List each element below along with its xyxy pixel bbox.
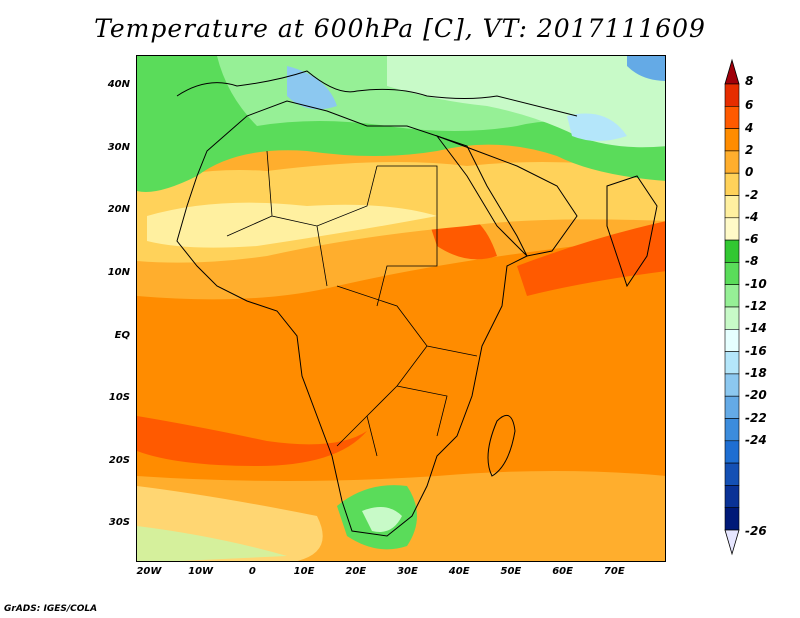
colorbar-swatch — [724, 373, 740, 397]
lon-tick-label: 10E — [293, 566, 315, 577]
warm-band-field — [137, 236, 665, 481]
colorbar-tick-label: -26 — [745, 524, 767, 538]
lon-tick-label: 20E — [345, 566, 367, 577]
credit-text: GrADS: IGES/COLA — [4, 604, 98, 614]
pale-zone-west-sahara — [147, 202, 437, 248]
colorbar-swatch — [724, 128, 740, 152]
colorbar-swatch — [724, 262, 740, 285]
lat-tick-label: 30N — [107, 141, 130, 153]
hot-patch-arabian-sea — [517, 221, 665, 296]
lat-tick-label: EQ — [114, 329, 130, 341]
colorbar-tick-label: 0 — [745, 165, 754, 180]
colorbar-swatch — [724, 217, 740, 241]
colorbar-bottom-arrow — [724, 529, 740, 556]
colorbar-swatch — [724, 418, 740, 442]
temperature-map — [136, 55, 666, 562]
colorbar-swatch — [724, 239, 740, 263]
colorbar-tick-label: -20 — [745, 388, 767, 403]
lat-tick-label: 30S — [108, 517, 130, 529]
lon-tick-label: 10W — [188, 566, 214, 577]
colorbar-tick-label: 8 — [745, 74, 754, 88]
colorbar-swatch — [724, 507, 740, 531]
pale-zone-south-atlantic — [137, 486, 323, 561]
colorbar-swatch — [724, 485, 740, 508]
cold-patch-south-africa — [362, 507, 402, 532]
lat-tick-label: 40N — [107, 79, 130, 91]
lat-tick-label: 20S — [108, 454, 130, 466]
colorbar-tick-label: 4 — [745, 120, 754, 135]
colorbar-tick-label: -8 — [745, 254, 759, 269]
cold-patch-iran — [567, 113, 627, 141]
colorbar-tick-label: -6 — [745, 232, 759, 247]
colorbar-tick-label: -14 — [745, 321, 767, 336]
europe-coastline — [176, 70, 578, 117]
hot-patch-south-atlantic — [137, 416, 367, 466]
cold-patch-caspian — [627, 56, 665, 81]
colorbar-tick-label: -10 — [745, 276, 767, 291]
lon-tick-label: 30E — [397, 566, 418, 577]
lon-tick-label: 40E — [448, 566, 470, 577]
colorbar-swatch — [724, 328, 740, 352]
colorbar-swatch — [724, 306, 740, 330]
country-borders — [226, 150, 478, 457]
colorbar-tick-label: -2 — [745, 187, 759, 202]
colorbar-swatch — [724, 440, 740, 464]
colorbar-swatch — [724, 284, 740, 308]
colorbar-swatch — [724, 351, 740, 375]
lon-tick-label: 60E — [552, 566, 573, 577]
colorbar-swatch — [724, 195, 740, 219]
colorbar-tick-label: -18 — [745, 365, 767, 380]
chart-title: Temperature at 600hPa [C], VT: 201711160… — [94, 14, 706, 43]
colorbar-top-arrow — [724, 58, 740, 85]
lon-tick-label: 70E — [603, 566, 625, 577]
colorbar-tick-label: 6 — [745, 98, 754, 113]
colorbar-swatch — [724, 462, 740, 486]
lon-tick-label: 0 — [248, 566, 256, 577]
map-canvas — [137, 56, 665, 561]
arabia-coastline — [435, 134, 578, 257]
colorbar-tick-label: -12 — [745, 299, 767, 313]
lat-tick-label: 10S — [108, 392, 130, 404]
colorbar-swatch — [724, 106, 740, 129]
lon-tick-label: 50E — [500, 566, 522, 577]
colorbar-tick-label: 2 — [745, 142, 754, 157]
colorbar-swatch — [724, 172, 740, 196]
india-coastline — [606, 175, 658, 288]
colorbar-swatch — [724, 83, 740, 107]
colorbar-tick-label: -24 — [745, 432, 767, 447]
colorbar-swatch — [724, 150, 740, 174]
colorbar-swatch — [724, 395, 740, 419]
colorbar-tick-label: -22 — [745, 410, 767, 425]
lat-tick-label: 10N — [107, 267, 130, 279]
colorbar-tick-label: -4 — [745, 209, 759, 224]
colorbar-tick-label: -16 — [745, 343, 767, 358]
lon-tick-label: 20W — [136, 566, 162, 577]
africa-coastline — [176, 100, 528, 537]
cold-patch-italy — [287, 66, 337, 110]
madagascar-coastline — [487, 414, 516, 477]
lat-tick-label: 20N — [107, 204, 130, 216]
